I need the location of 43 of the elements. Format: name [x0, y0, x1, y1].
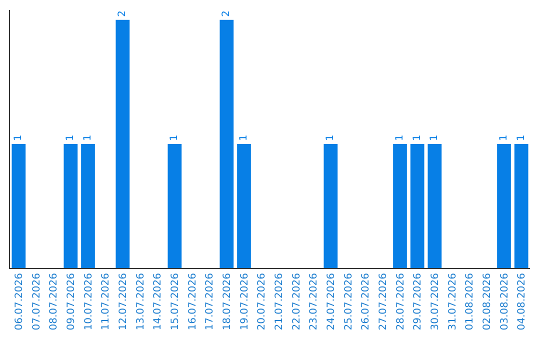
x-tick-label: 29.07.2026 [412, 273, 424, 330]
x-tick-label: 30.07.2026 [430, 273, 441, 330]
x-tick-label: 24.07.2026 [326, 273, 337, 330]
x-tick-label: 21.07.2026 [274, 273, 285, 330]
x-tick-label: 15.07.2026 [170, 273, 181, 330]
x-tick-label: 26.07.2026 [360, 273, 372, 330]
x-tick-label: 25.07.2026 [343, 273, 354, 330]
data-label: 1 [498, 134, 510, 141]
data-label: 1 [238, 134, 250, 141]
data-label: 1 [82, 134, 94, 141]
data-label: 2 [117, 10, 128, 17]
x-tick-label: 10.07.2026 [83, 273, 94, 330]
data-label: 1 [394, 134, 406, 141]
x-tick-label: 12.07.2026 [118, 273, 129, 330]
x-tick-label: 14.07.2026 [152, 273, 164, 330]
data-label: 1 [412, 134, 423, 141]
data-label: 1 [169, 134, 180, 141]
x-tick-label: 16.07.2026 [187, 273, 198, 330]
x-tick-label: 31.07.2026 [447, 273, 458, 330]
x-tick-label: 06.07.2026 [14, 273, 25, 330]
x-tick-label: 08.07.2026 [48, 273, 60, 330]
data-label: 1 [65, 134, 76, 141]
x-tick-label: 22.07.2026 [291, 273, 302, 330]
x-tick-label: 27.07.2026 [378, 273, 389, 330]
x-tick-label: 02.08.2026 [482, 273, 493, 330]
x-tick-label: 23.07.2026 [308, 273, 320, 330]
x-tick-label: 09.07.2026 [66, 273, 77, 330]
x-tick-label: 17.07.2026 [204, 273, 216, 330]
data-label: 2 [221, 10, 232, 17]
x-tick-label: 01.08.2026 [464, 273, 476, 330]
data-label: 1 [429, 134, 440, 141]
data-label: 1 [13, 134, 24, 141]
x-tick-label: 04.08.2026 [516, 273, 528, 330]
x-tick-label: 11.07.2026 [100, 273, 112, 330]
data-label: 1 [325, 134, 336, 141]
x-tick-label: 13.07.2026 [135, 273, 146, 330]
x-tick-label: 03.08.2026 [499, 273, 510, 330]
x-tick-label: 19.07.2026 [239, 273, 250, 330]
x-tick-label: 28.07.2026 [395, 273, 406, 330]
x-tick-label: 20.07.2026 [256, 273, 268, 330]
x-tick-label: 18.07.2026 [222, 273, 233, 330]
x-tick-label: 07.07.2026 [31, 273, 42, 330]
data-label: 1 [516, 134, 527, 141]
